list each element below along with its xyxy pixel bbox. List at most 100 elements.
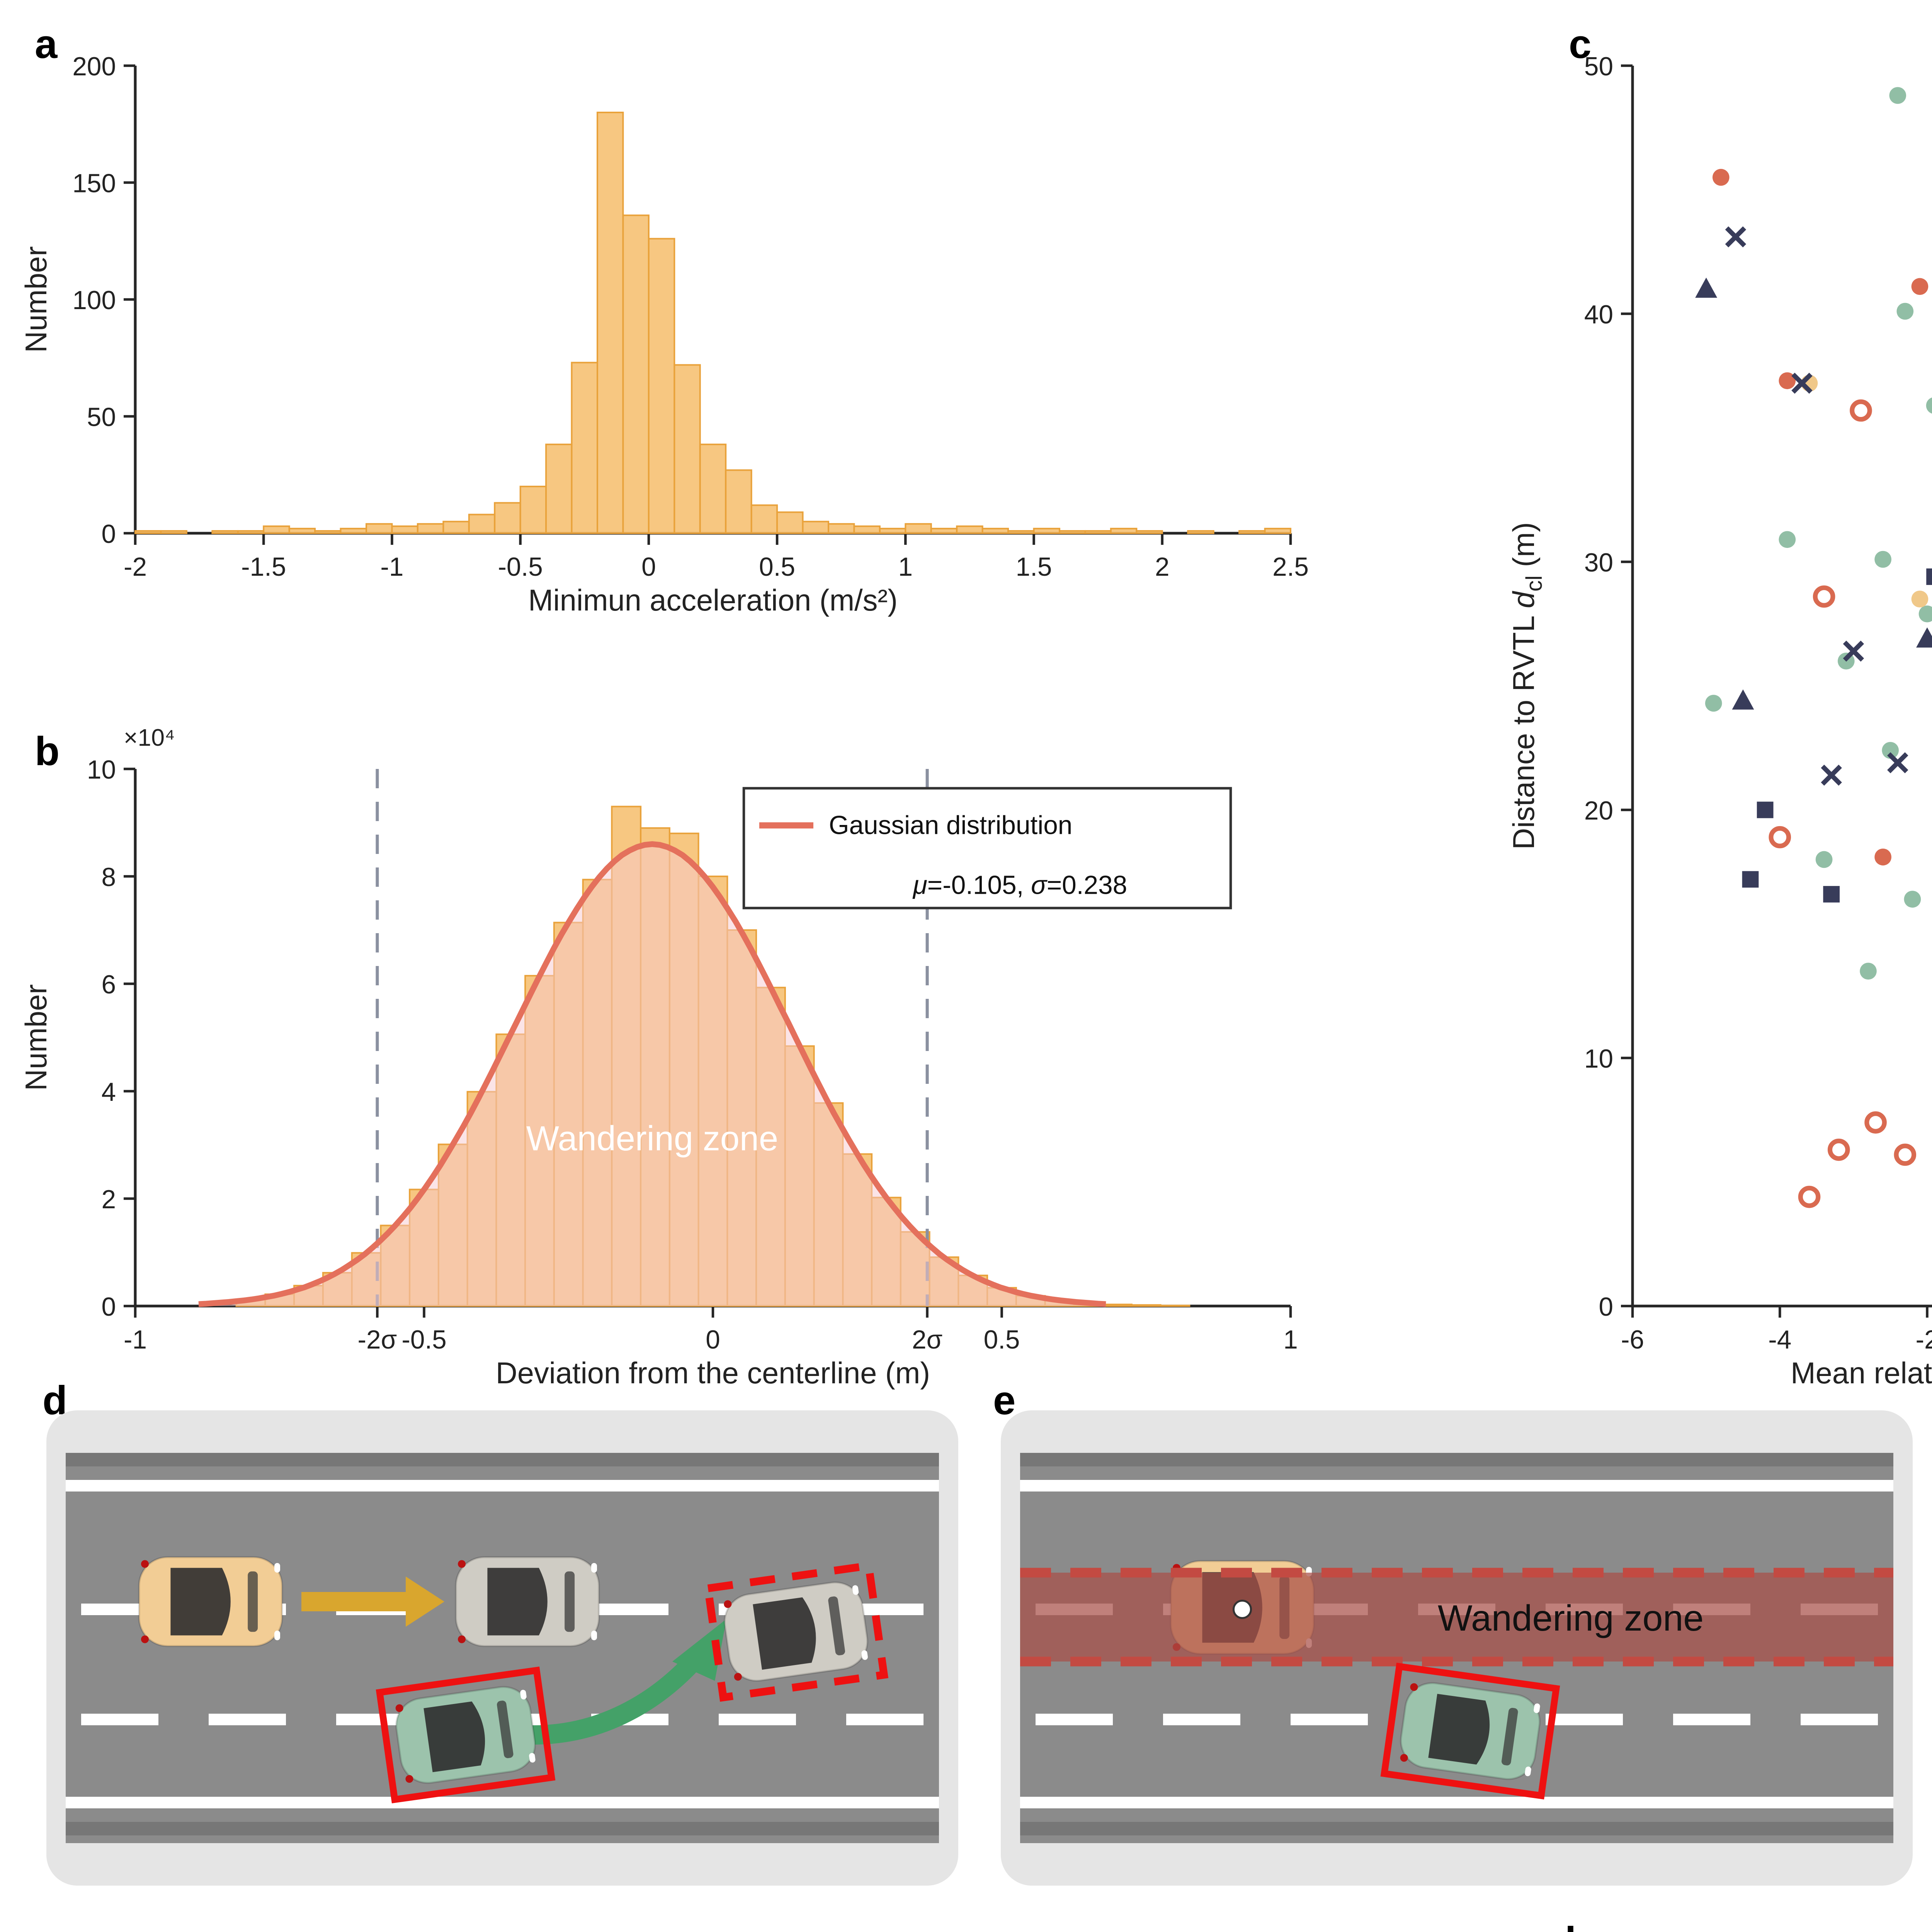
y-axis-title: Distance to RVTL dcl (m) [1507, 522, 1547, 849]
road-edge-line-bottom [1020, 1797, 1893, 1808]
point-square [1823, 886, 1840, 903]
panel-h-scatter: -6-4-2024681001020304050Mean relative sp… [1468, 1905, 1932, 1932]
car-taillight [734, 1673, 742, 1681]
lane-dash [1036, 1714, 1113, 1725]
hist-bar [827, 523, 855, 534]
x-tick-label: 0.5 [984, 1325, 1020, 1354]
x-tick-label: 2.5 [1272, 553, 1309, 582]
x-tick-label: -1.5 [241, 553, 286, 582]
x-axis-title: Deviation from the centerline (m) [496, 1357, 930, 1390]
point-triangle [1732, 689, 1754, 710]
car [1380, 1662, 1560, 1800]
car-headlight [591, 1563, 597, 1573]
y-tick-label: 10 [87, 755, 116, 784]
car-windshield [1501, 1708, 1518, 1765]
y-tick-label: 2 [101, 1185, 116, 1214]
panel-e-diagram: Wandering zone [1001, 1410, 1913, 1886]
car-taillight [141, 1635, 149, 1643]
hist-bar [930, 527, 958, 534]
hist-bar [673, 364, 701, 534]
panel-letter-b: b [35, 730, 60, 775]
car-taillight [1400, 1754, 1408, 1762]
point-x [1887, 752, 1908, 774]
point-x [1725, 226, 1747, 248]
ego-center-dot [1233, 1600, 1252, 1619]
point-open-circle [1769, 826, 1791, 849]
car-taillight [458, 1635, 466, 1643]
hist-bar [597, 112, 624, 534]
hist-bar [699, 444, 727, 534]
y-exponent-label: ×10⁴ [124, 724, 175, 751]
y-axis-title: Number [20, 984, 53, 1091]
y-axis-title: Number [20, 246, 53, 353]
point-circle [1779, 372, 1796, 389]
road-edge-line-top [66, 1480, 939, 1492]
point-circle [1874, 849, 1891, 866]
point-circle [1860, 963, 1877, 980]
hist-bar [519, 486, 547, 534]
car-headlight [274, 1563, 280, 1573]
point-open-circle [1827, 1138, 1850, 1161]
point-open-circle [1894, 1143, 1917, 1166]
point-circle [1874, 551, 1891, 568]
hist-bar [1238, 530, 1266, 534]
y-tick-label: 10 [1584, 1044, 1613, 1073]
y-tick-label: 30 [1584, 548, 1613, 577]
y-tick-label: 20 [1584, 796, 1613, 825]
panel-letter-c: c [1569, 23, 1592, 68]
y-tick-label: 4 [101, 1078, 116, 1107]
y-tick-label: 200 [72, 52, 116, 81]
point-circle [1889, 87, 1906, 104]
point-square [1757, 801, 1774, 818]
x-tick-label: -2 [124, 553, 147, 582]
point-open-circle [1864, 1111, 1887, 1134]
car-headlight [861, 1650, 868, 1660]
y-tick-label: 8 [101, 863, 116, 892]
x-tick-label: 0.5 [759, 553, 795, 582]
hist-bar [725, 469, 752, 534]
road-edge-line-top [1020, 1480, 1893, 1492]
gauss-line [198, 841, 1106, 1307]
car-cabin [423, 1701, 485, 1772]
lane-dash [1291, 1714, 1368, 1725]
car-taillight [724, 1600, 732, 1608]
hist-bar [211, 530, 239, 534]
hist-bar [853, 525, 881, 534]
car-headlight [529, 1753, 536, 1763]
lane-dash [1163, 1714, 1240, 1725]
point-circle [1904, 891, 1921, 908]
point-x [1791, 372, 1813, 394]
hist-bar [1131, 1304, 1162, 1307]
gauss-fill [199, 844, 1106, 1306]
x-tick-label: -4 [1768, 1325, 1791, 1354]
point-open-circle [1813, 585, 1835, 608]
panel-letter-a: a [35, 23, 58, 68]
car-headlight [520, 1690, 527, 1700]
x-tick-label: -1 [380, 553, 403, 582]
lane-dash [209, 1714, 286, 1725]
hist-bar [648, 238, 675, 534]
hist-bar [750, 504, 778, 534]
lane-dash [1801, 1714, 1878, 1725]
x-tick-label: 2 [1155, 553, 1170, 582]
hist-bar [571, 362, 598, 534]
point-circle [1918, 605, 1932, 622]
lane-dash [719, 1714, 796, 1725]
wandering-zone-label: Wandering zone [1438, 1598, 1704, 1639]
point-circle [1705, 695, 1722, 712]
yellow-arrow-shaft [301, 1592, 406, 1611]
car-cabin [1428, 1694, 1490, 1765]
legend-label: Gaussian distribution [829, 811, 1072, 840]
x-tick-label: 0 [641, 553, 656, 582]
car-taillight [405, 1775, 413, 1783]
legend-box [742, 787, 1232, 910]
point-open-circle [1798, 1185, 1821, 1208]
point-circle [1815, 851, 1833, 868]
point-circle [1911, 278, 1929, 295]
hist-bar [1033, 527, 1060, 534]
y-tick-label: 150 [72, 169, 116, 198]
y-tick-label: 0 [101, 1293, 116, 1321]
car [455, 1556, 600, 1647]
point-x [1843, 640, 1864, 662]
